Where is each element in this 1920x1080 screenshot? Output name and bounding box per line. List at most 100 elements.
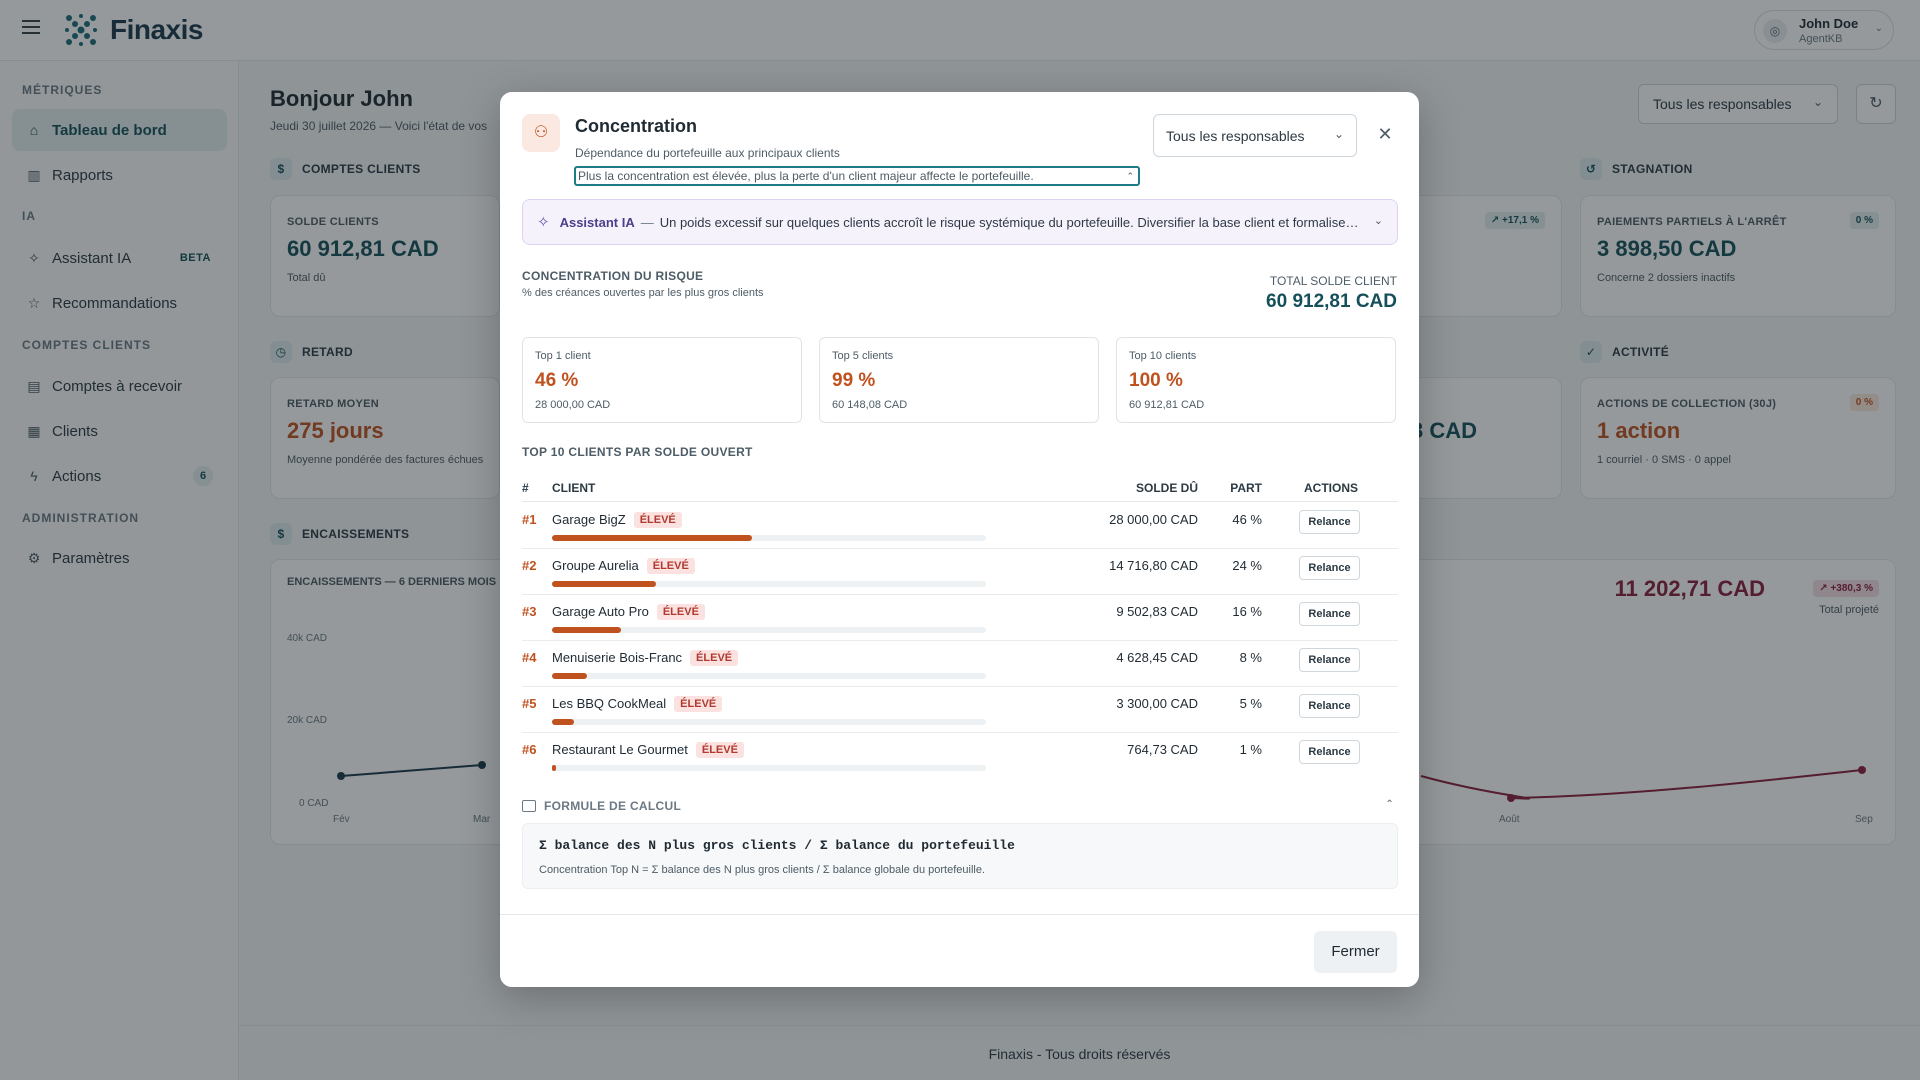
dollar-icon: $ [270,158,292,180]
row-share: 24 % [1232,558,1262,573]
section-encaissements: $ ENCAISSEMENTS [270,523,409,545]
beta-badge: BETA [179,252,211,264]
share-bar [552,581,986,587]
top-bar: Finaxis ◎ John Doe AgentKB ⌄ [0,0,1920,61]
row-client: Les BBQ CookMeal ÉLEVÉ [552,696,723,712]
col-share: PART [1230,481,1262,495]
relance-button[interactable]: Relance [1299,510,1360,534]
y-tick: 40k CAD [287,633,328,644]
share-bar-fill [552,719,574,725]
row-amount: 3 300,00 CAD [1116,696,1198,711]
chart-total: 11 202,71 CAD [1614,576,1765,601]
client-name[interactable]: Garage Auto Pro [552,604,649,619]
sidebar-section-admin: ADMINISTRATION [22,511,140,525]
sidebar-item-reports[interactable]: ▥ Rapports [12,154,227,196]
x-tick: Mar [473,814,491,825]
user-menu[interactable]: ◎ John Doe AgentKB ⌄ [1754,10,1894,50]
modal-hint-text: Plus la concentration est élevée, plus l… [578,169,1034,183]
share-bar [552,627,986,633]
close-button[interactable]: Fermer [1314,931,1397,973]
card-hidden-kpi[interactable]: ↗ +17,1 % [1400,195,1562,317]
card-solde-clients[interactable]: SOLDE CLIENTS 60 912,81 CAD Total dû [270,195,500,317]
ai-assistant-banner[interactable]: ✧ Assistant IA — Un poids excessif sur q… [522,199,1398,245]
sparkle-icon: ✧ [537,214,550,231]
sidebar-item-recommendations[interactable]: ☆ Recommandations [12,282,227,324]
card-paiements-partiels[interactable]: PAIEMENTS PARTIELS À L'ARRÊT 0 % 3 898,5… [1580,195,1896,317]
row-amount: 28 000,00 CAD [1109,512,1198,527]
sparkle-icon: ✧ [28,250,40,266]
relance-button[interactable]: Relance [1299,556,1360,580]
client-name[interactable]: Les BBQ CookMeal [552,696,667,711]
close-icon[interactable]: ✕ [1377,124,1393,144]
risk-badge: ÉLEVÉ [633,512,682,528]
sidebar-item-label: Comptes à recevoir [52,377,183,395]
client-name[interactable]: Restaurant Le Gourmet [552,742,688,757]
tile-label: Top 1 client [535,350,591,362]
sidebar-section-ia: IA [22,209,36,223]
sidebar-item-actions[interactable]: ϟ Actions 6 [12,455,227,497]
row-rank: #3 [522,604,537,619]
avatar-icon: ◎ [1763,19,1787,43]
card-retard-moyen[interactable]: RETARD MOYEN 275 jours Moyenne pondérée … [270,377,500,499]
risk-title: CONCENTRATION DU RISQUE [522,269,704,283]
responsible-filter-select[interactable]: Tous les responsables ⌄ [1638,84,1838,124]
client-name[interactable]: Menuiserie Bois-Franc [552,650,683,665]
sidebar-item-settings[interactable]: ⚙ Paramètres [12,537,227,579]
app-name: Finaxis [110,14,203,45]
modal-select-value: Tous les responsables [1166,128,1305,144]
card-label: SOLDE CLIENTS [287,216,379,228]
tile-sub: 60 148,08 CAD [832,399,908,411]
menu-icon[interactable] [22,20,40,34]
building-icon: ▦ [27,423,41,439]
page-title: Bonjour John [270,86,413,111]
card-actions-collection[interactable]: ACTIONS DE COLLECTION (30J) 0 % 1 action… [1580,377,1896,499]
responsible-filter-value: Tous les responsables [1653,96,1792,112]
modal-responsible-select[interactable]: Tous les responsables ⌄ [1153,114,1357,157]
data-point [478,761,486,769]
card-sub: Total dû [287,272,326,284]
star-icon: ☆ [27,295,41,311]
data-point [1858,766,1866,774]
relance-button[interactable]: Relance [1299,602,1360,626]
home-icon: ⌂ [29,122,39,138]
client-name[interactable]: Groupe Aurelia [552,558,639,573]
formula-toggle[interactable]: FORMULE DE CALCUL ⌃ [522,799,1398,813]
row-share: 5 % [1239,696,1262,711]
row-rank: #5 [522,696,537,711]
sidebar-item-clients[interactable]: ▦ Clients [12,410,227,452]
risk-badge: ÉLEVÉ [674,696,723,712]
x-tick: Sep [1855,814,1873,825]
refresh-button[interactable]: ↻ [1856,84,1896,124]
relance-button[interactable]: Relance [1299,694,1360,718]
row-rank: #4 [522,650,537,665]
relance-button[interactable]: Relance [1299,648,1360,672]
share-bar-fill [552,673,587,679]
chart-lines [337,761,1866,802]
risk-subtitle: % des créances ouvertes par les plus gro… [522,287,764,299]
row-rank: #6 [522,742,537,757]
row-amount: 764,73 CAD [1127,742,1198,757]
client-name[interactable]: Garage BigZ [552,512,626,527]
modal-hint-toggle[interactable]: Plus la concentration est élevée, plus l… [574,166,1140,186]
row-client: Groupe Aurelia ÉLEVÉ [552,558,695,574]
x-tick: Fév [333,814,350,825]
card-label: ACTIONS DE COLLECTION (30J) [1597,398,1777,410]
actions-count-badge: 6 [193,466,213,486]
card-label: RETARD MOYEN [287,398,380,410]
sidebar-item-label: Paramètres [52,549,130,567]
series-line-left [340,764,483,777]
sidebar-item-dashboard[interactable]: ⌂ Tableau de bord [12,109,227,151]
row-share: 1 % [1239,742,1262,757]
card-value: 275 jours [287,418,384,443]
top10-title: TOP 10 CLIENTS PAR SOLDE OUVERT [522,445,753,459]
table-row: #5 Les BBQ CookMeal ÉLEVÉ 3 300,00 CAD 5 … [522,687,1398,733]
page-footer: Finaxis - Tous droits réservés [239,1025,1920,1080]
card-hidden-kpi-2[interactable]: 3 CAD [1400,377,1562,499]
sidebar: MÉTRIQUES ⌂ Tableau de bord ▥ Rapports I… [0,61,239,1080]
users-icon: ⚇ [522,114,560,152]
data-point [1507,794,1515,802]
sidebar-item-assistant[interactable]: ✧ Assistant IA BETA [12,237,227,279]
sidebar-item-receivables[interactable]: ▤ Comptes à recevoir [12,365,227,407]
table-row: #1 Garage BigZ ÉLEVÉ 28 000,00 CAD 46 % R… [522,503,1398,549]
relance-button[interactable]: Relance [1299,740,1360,764]
